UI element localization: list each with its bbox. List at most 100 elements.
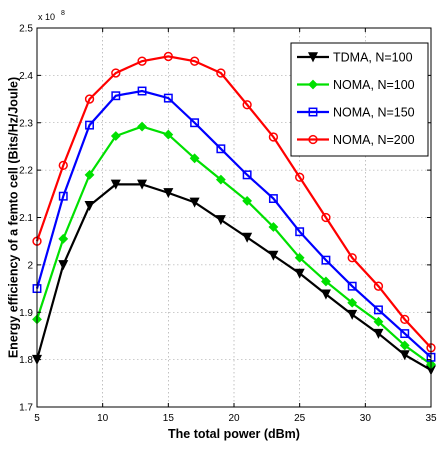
y-tick-label: 1.8	[19, 355, 33, 366]
axis-ticks: 5 10 15 20 25 30 35 1.7 1.8 1.9 2 2.1 2.2 2.3 2.4 2.5	[19, 24, 437, 425]
legend-box	[290, 42, 429, 157]
data-point	[242, 196, 253, 206]
data-point	[347, 297, 358, 308]
data-point	[320, 289, 331, 300]
data-point	[111, 68, 121, 78]
series-2	[32, 121, 436, 370]
legend: TDMA, N=100 NOMA, N=100 NOMA, N=150 NOMA, N…	[290, 42, 429, 157]
data-point	[85, 120, 94, 130]
y-tick-label: 1.7	[19, 403, 33, 414]
data-point	[242, 232, 253, 243]
x-tick-label: 15	[163, 413, 175, 424]
data-point	[268, 222, 279, 232]
y-tick-label: 2.5	[19, 24, 33, 35]
y-multiplier-exponent: 8	[61, 10, 65, 17]
y-tick-label: 1.9	[19, 308, 33, 319]
data-point	[373, 328, 384, 339]
data-point	[163, 93, 173, 103]
legend-label: TDMA, N=100	[333, 51, 413, 65]
data-point	[400, 314, 410, 325]
y-tick-label: 2	[27, 260, 33, 271]
series-4	[32, 51, 436, 353]
data-point	[242, 170, 252, 180]
series-line	[35, 183, 432, 372]
data-point	[137, 179, 148, 190]
data-point	[163, 188, 174, 199]
legend-item: TDMA, N=100	[297, 51, 413, 65]
legend-marker	[307, 52, 319, 63]
data-point	[268, 194, 278, 204]
series-line	[35, 125, 432, 366]
series-line	[35, 55, 432, 349]
data-point	[163, 51, 173, 62]
data-point	[58, 233, 69, 244]
data-point	[215, 215, 226, 226]
data-point	[373, 316, 384, 327]
y-tick-label: 2.2	[19, 166, 33, 177]
data-point	[295, 172, 305, 182]
legend-marker	[308, 107, 318, 117]
y-tick-label: 2.1	[19, 213, 33, 224]
data-point	[399, 340, 410, 351]
data-point	[295, 227, 305, 237]
data-point	[84, 94, 95, 104]
legend-item: NOMA, N=100	[297, 78, 415, 92]
legend-label: NOMA, N=150	[333, 106, 415, 120]
data-point	[189, 56, 200, 66]
plot-series	[31, 51, 437, 376]
x-tick-label: 30	[360, 413, 372, 424]
data-point	[137, 86, 147, 96]
data-point	[84, 200, 95, 211]
x-tick-label: 20	[228, 413, 240, 424]
data-point	[189, 197, 200, 208]
series-3	[32, 86, 436, 362]
series-1	[31, 179, 437, 376]
series-line	[35, 89, 432, 359]
y-multiplier-label: x 10	[38, 12, 55, 22]
data-point	[242, 100, 252, 110]
data-point	[189, 153, 200, 164]
x-axis-label: The total power (dBm)	[168, 427, 300, 441]
data-point	[321, 255, 331, 265]
data-point	[216, 144, 226, 154]
data-point	[268, 132, 279, 142]
data-point	[58, 260, 69, 271]
data-point	[373, 281, 384, 291]
data-point	[58, 191, 68, 201]
legend-marker	[308, 79, 318, 90]
legend-item: NOMA, N=200	[297, 133, 415, 147]
data-point	[321, 276, 331, 287]
data-point	[374, 305, 383, 315]
data-point	[163, 129, 174, 140]
data-point	[347, 253, 357, 263]
data-point	[111, 91, 121, 101]
data-point	[400, 329, 410, 339]
y-tick-label: 2.3	[19, 118, 33, 129]
data-point	[84, 169, 95, 180]
data-point	[321, 212, 331, 223]
data-point	[216, 68, 226, 78]
data-point	[137, 56, 147, 66]
data-point	[190, 118, 200, 128]
data-point	[215, 174, 226, 185]
data-point	[347, 281, 357, 291]
legend-label: NOMA, N=100	[333, 78, 415, 92]
data-point	[399, 350, 410, 361]
data-point	[58, 160, 68, 171]
data-point	[294, 268, 305, 279]
legend-label: NOMA, N=200	[333, 133, 415, 147]
data-point	[268, 250, 279, 261]
data-point	[110, 179, 121, 190]
x-tick-label: 35	[425, 413, 437, 424]
data-point	[347, 309, 358, 320]
legend-item: NOMA, N=150	[297, 106, 415, 120]
x-tick-label: 10	[97, 413, 109, 424]
data-point	[294, 252, 305, 263]
y-tick-label: 2.4	[19, 71, 33, 82]
data-point	[110, 131, 121, 141]
legend-marker	[308, 134, 318, 145]
data-point	[137, 121, 147, 132]
x-tick-label: 25	[294, 413, 306, 424]
y-axis-label: Energy efficiency of a femto cell (Bits/…	[6, 77, 20, 358]
